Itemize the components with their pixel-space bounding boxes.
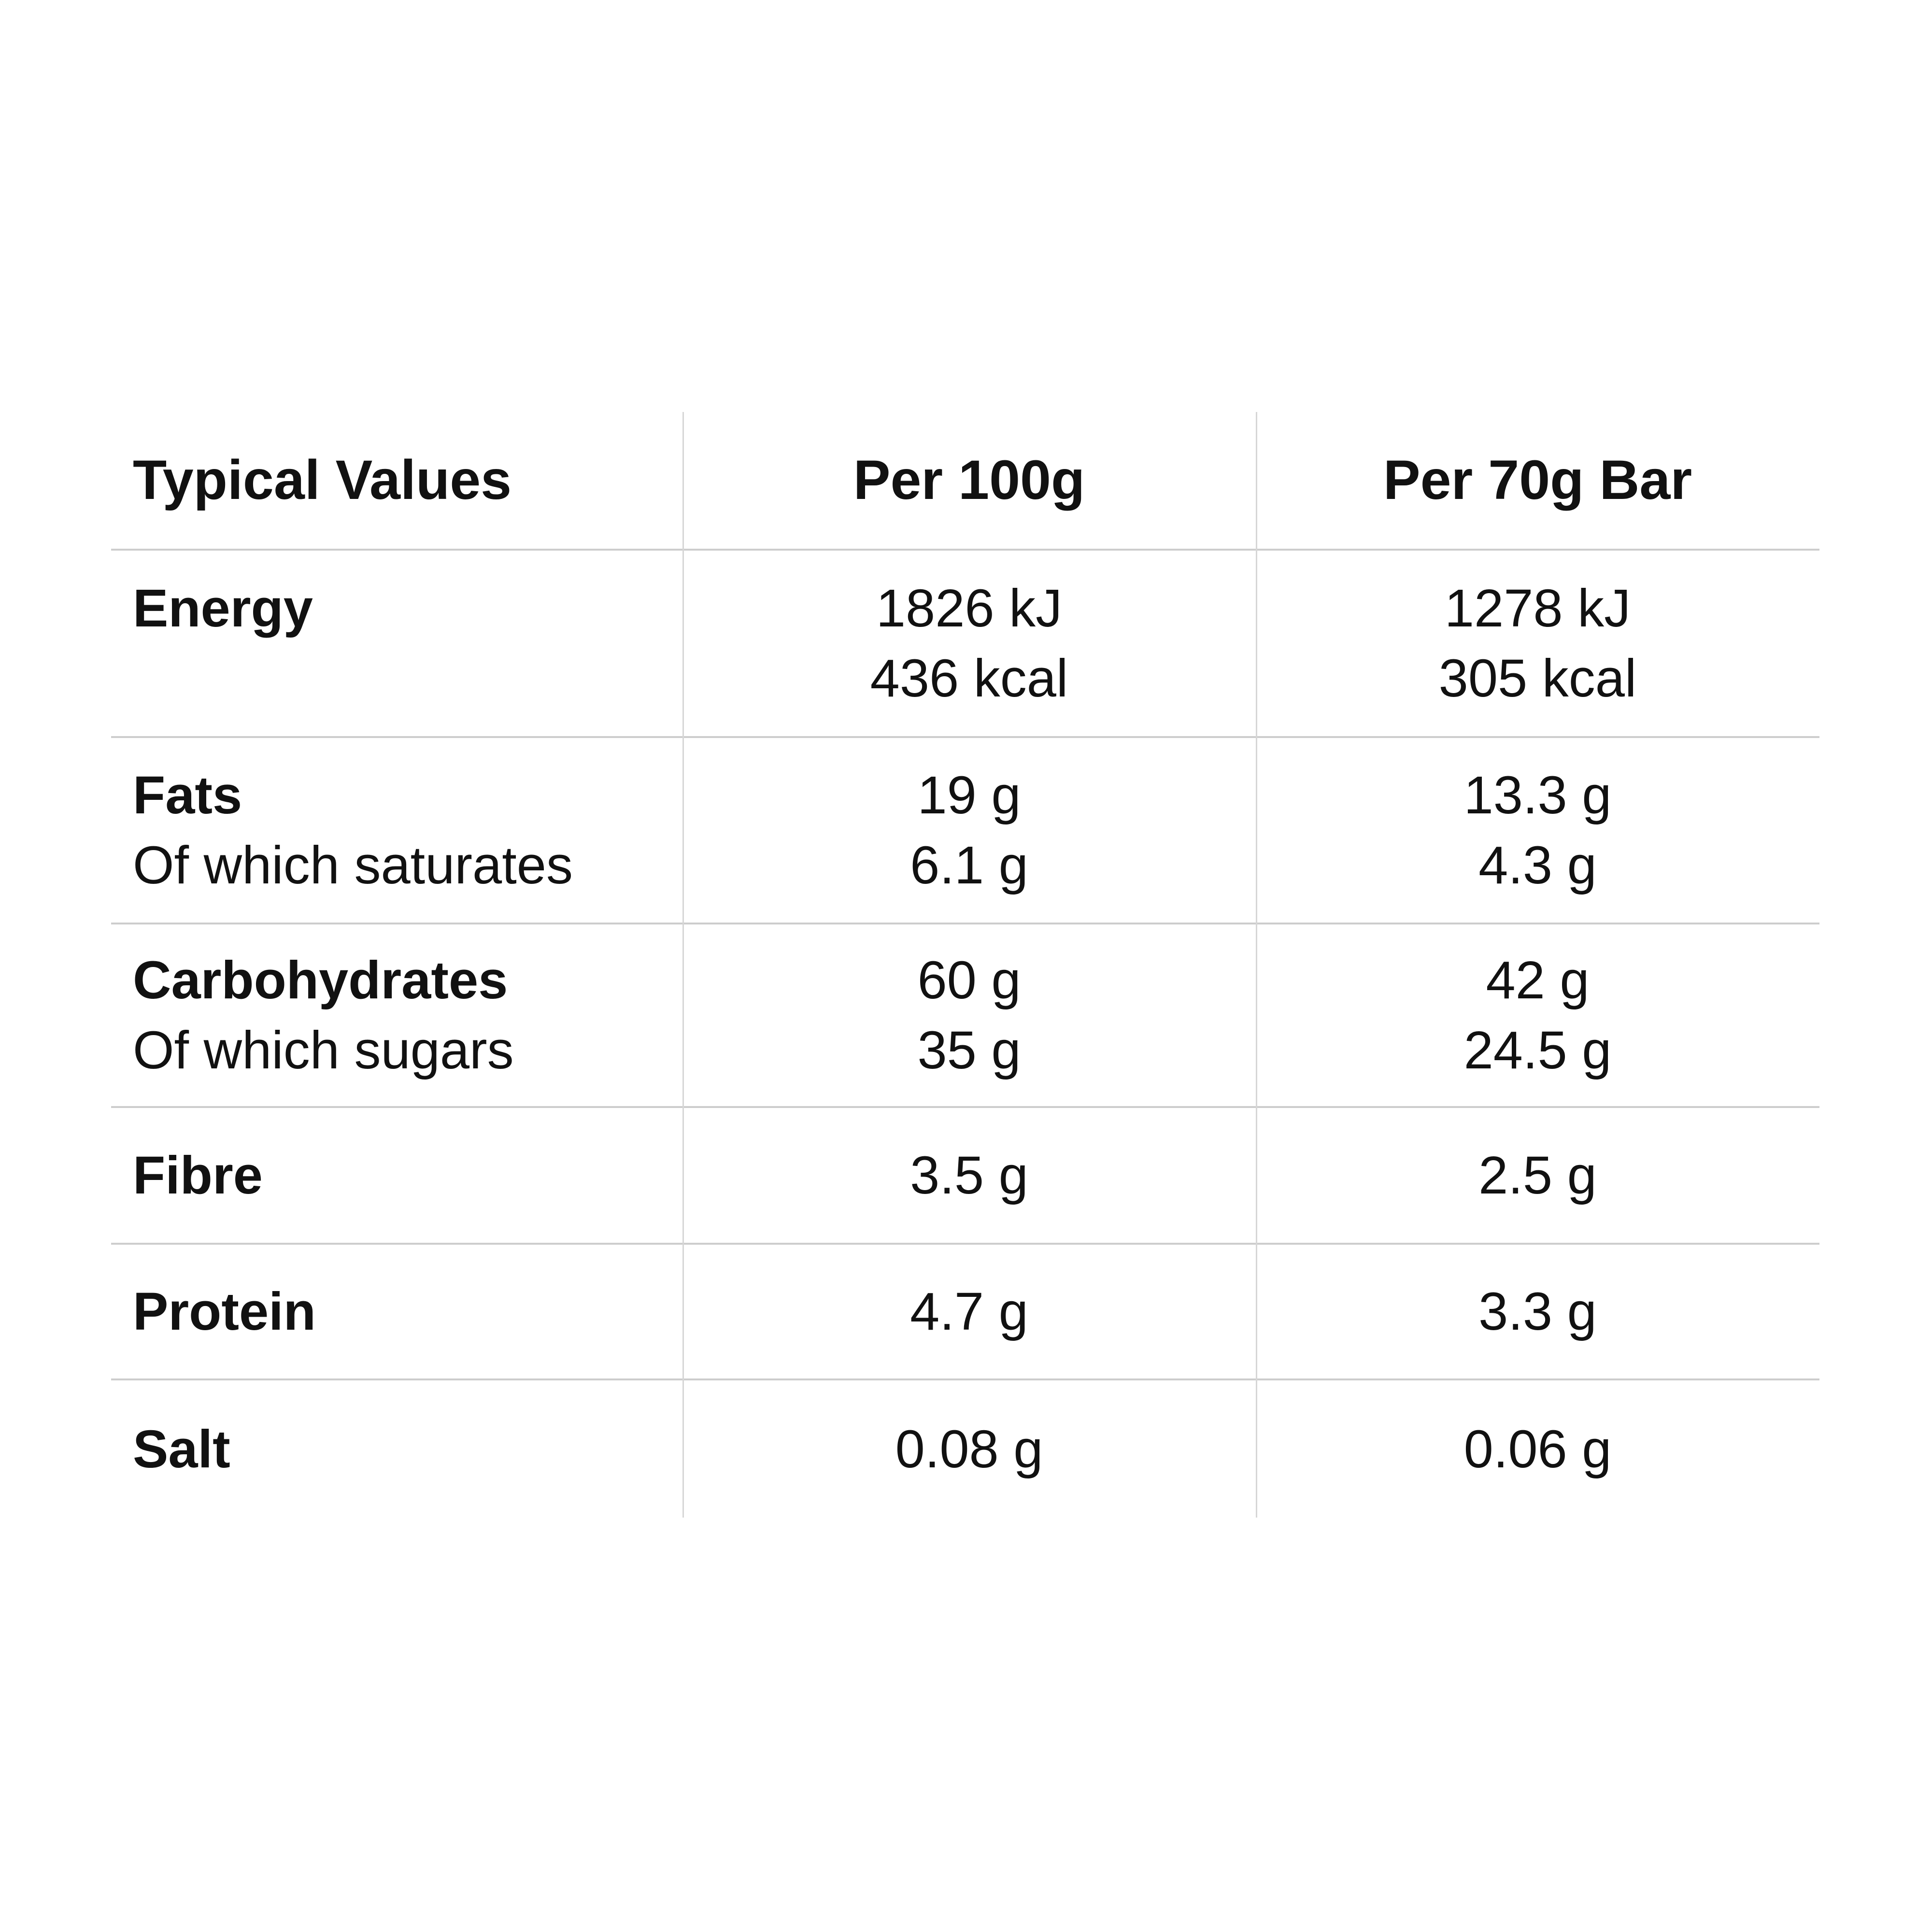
fats-sublabel: Of which saturates [133,836,573,895]
protein-label-cell: Protein [111,1245,682,1378]
fibre-per-100g-cell: 3.5 g [682,1108,1256,1243]
protein-label: Protein [133,1282,316,1341]
header-per-100g: Per 100g [853,449,1085,511]
column-divider-1 [682,412,684,1518]
salt-label-cell: Salt [111,1380,682,1518]
fibre-per-100g-value: 3.5 g [910,1146,1028,1205]
table-row-protein: Protein 4.7 g 3.3 g [111,1245,1819,1380]
energy-per-70g-kj: 1278 kJ [1444,579,1631,638]
table-row-carbohydrates: Carbohydrates Of which sugars 60 g 35 g … [111,924,1819,1108]
header-cell-per-70g-bar: Per 70g Bar [1256,412,1819,549]
carbohydrates-per-100g-total: 60 g [917,951,1021,1010]
fats-per-100g-total: 19 g [917,766,1021,825]
fats-label: Fats [133,766,242,825]
fibre-label-cell: Fibre [111,1108,682,1243]
fibre-per-70g-cell: 2.5 g [1256,1108,1819,1243]
carbohydrates-per-100g-cell: 60 g 35 g [682,924,1256,1106]
energy-per-100g-cell: 1826 kJ 436 kcal [682,551,1256,736]
fats-per-70g-saturates: 4.3 g [1478,836,1597,895]
energy-per-100g-kj: 1826 kJ [876,579,1063,638]
fats-per-100g-cell: 19 g 6.1 g [682,738,1256,923]
protein-per-70g-value: 3.3 g [1478,1282,1597,1341]
fats-per-70g-total: 13.3 g [1463,766,1612,825]
header-typical-values: Typical Values [133,449,512,511]
energy-label-cell: Energy [111,551,682,736]
carbohydrates-per-100g-sugars: 35 g [917,1021,1021,1080]
energy-label: Energy [133,579,313,638]
nutrition-table: Typical Values Per 100g Per 70g Bar Ener… [111,412,1819,1518]
carbohydrates-label-cell: Carbohydrates Of which sugars [111,924,682,1106]
carbohydrates-per-70g-total: 42 g [1486,951,1590,1010]
table-row-energy: Energy 1826 kJ 436 kcal 1278 kJ 305 kcal [111,551,1819,738]
salt-per-100g-cell: 0.08 g [682,1380,1256,1518]
carbohydrates-sublabel: Of which sugars [133,1021,514,1080]
table-row-salt: Salt 0.08 g 0.06 g [111,1380,1819,1518]
salt-per-100g-value: 0.08 g [895,1419,1043,1479]
energy-per-100g-kcal: 436 kcal [870,649,1068,708]
table-row-fats: Fats Of which saturates 19 g 6.1 g 13.3 … [111,738,1819,924]
fibre-label: Fibre [133,1146,263,1205]
salt-per-70g-value: 0.06 g [1463,1419,1612,1479]
protein-per-100g-value: 4.7 g [910,1282,1028,1341]
salt-per-70g-cell: 0.06 g [1256,1380,1819,1518]
table-row-fibre: Fibre 3.5 g 2.5 g [111,1108,1819,1245]
protein-per-70g-cell: 3.3 g [1256,1245,1819,1378]
energy-per-70g-kcal: 305 kcal [1438,649,1637,708]
fats-label-cell: Fats Of which saturates [111,738,682,923]
fats-per-70g-cell: 13.3 g 4.3 g [1256,738,1819,923]
energy-per-70g-cell: 1278 kJ 305 kcal [1256,551,1819,736]
header-row: Typical Values Per 100g Per 70g Bar [111,412,1819,551]
header-cell-typical-values: Typical Values [111,412,682,549]
header-cell-per-100g: Per 100g [682,412,1256,549]
fibre-per-70g-value: 2.5 g [1478,1146,1597,1205]
carbohydrates-per-70g-sugars: 24.5 g [1463,1021,1612,1080]
fats-per-100g-saturates: 6.1 g [910,836,1028,895]
carbohydrates-label: Carbohydrates [133,951,508,1010]
salt-label: Salt [133,1419,230,1479]
header-per-70g-bar: Per 70g Bar [1383,449,1692,511]
protein-per-100g-cell: 4.7 g [682,1245,1256,1378]
column-divider-2 [1256,412,1257,1518]
carbohydrates-per-70g-cell: 42 g 24.5 g [1256,924,1819,1106]
